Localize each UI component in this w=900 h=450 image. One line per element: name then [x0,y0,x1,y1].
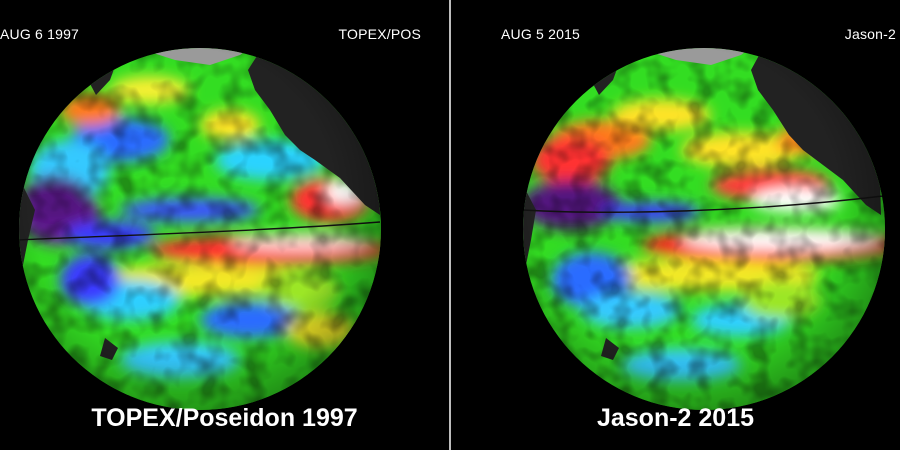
caption: TOPEX/Poseidon 1997 [91,404,358,432]
satellite-label: Jason-2 [844,26,896,42]
caption: Jason-2 2015 [596,404,755,432]
globe-1997 [19,48,381,410]
panel-divider [449,0,451,450]
panel-2015: AUG 5 2015 Jason-2 Jason-2 2015 [451,0,900,450]
satellite-label: TOPEX/POS [338,26,421,42]
sea-level-map-2015 [523,48,885,410]
date-label: AUG 5 2015 [501,26,581,42]
panel-1997: AUG 6 1997 TOPEX/POS TOPEX/Poseidon 1997 [0,0,449,450]
globe-2015 [523,48,885,410]
sea-level-map-1997 [19,48,381,410]
date-label: AUG 6 1997 [0,26,80,42]
